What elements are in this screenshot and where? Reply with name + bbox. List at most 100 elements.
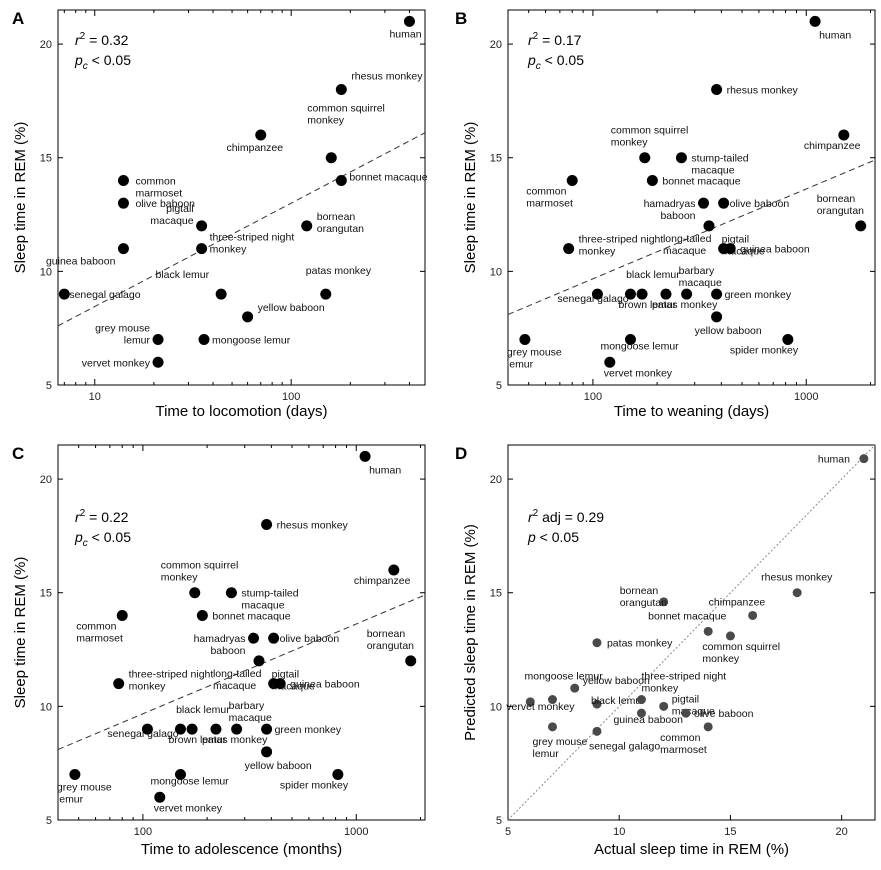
point-label-bornean-orangutan: bornean orangutan bbox=[620, 585, 667, 609]
plot-frame bbox=[57, 9, 426, 386]
regression-line bbox=[57, 594, 426, 751]
data-point-spider-monkey bbox=[332, 769, 344, 781]
x-axis-label: Actual sleep time in REM (%) bbox=[594, 841, 789, 858]
point-label-guinea-baboon: guinea baboon bbox=[613, 714, 683, 726]
point-label-bornean-orangutan: bornean orangutan bbox=[317, 211, 364, 235]
data-point-black-lemur bbox=[636, 288, 648, 300]
stat-line: pc < 0.05 bbox=[74, 529, 131, 549]
point-label-vervet-monkey: vervet monkey bbox=[506, 701, 575, 713]
y-tick-label: 20 bbox=[490, 474, 502, 486]
x-tick-label: 5 bbox=[505, 826, 511, 838]
data-point-mongoose-lemur bbox=[624, 334, 636, 346]
point-label-rhesus-monkey: rhesus monkey bbox=[761, 572, 833, 584]
point-label-human: human bbox=[819, 29, 851, 41]
data-point-guinea-baboon bbox=[636, 708, 646, 718]
y-tick-label: 10 bbox=[40, 266, 52, 278]
data-point-rhesus-monkey bbox=[261, 519, 273, 531]
x-tick-label: 15 bbox=[724, 826, 736, 838]
point-label-human: human bbox=[818, 454, 850, 466]
data-point-barbary-macaque bbox=[681, 288, 693, 300]
point-label-green-monkey: green monkey bbox=[725, 289, 792, 301]
y-axis-label: Sleep time in REM (%) bbox=[12, 557, 29, 709]
data-point-yellow-baboon bbox=[261, 746, 273, 758]
data-point-olive-baboon bbox=[268, 632, 280, 644]
data-point-green-monkey bbox=[261, 723, 273, 735]
y-tick-label: 5 bbox=[46, 380, 52, 392]
point-label-mongoose-lemur: mongoose lemur bbox=[600, 341, 679, 353]
point-label-guinea-baboon: guinea baboon bbox=[290, 679, 360, 691]
x-axis-label: Time to adolescence (months) bbox=[141, 841, 342, 858]
data-point-patas-monkey bbox=[210, 723, 222, 735]
point-label-rhesus-monkey: rhesus monkey bbox=[727, 85, 799, 97]
x-tick-label: 10 bbox=[613, 826, 625, 838]
data-point-brown-lemur bbox=[174, 723, 186, 735]
data-point-mongoose-lemur bbox=[174, 769, 186, 781]
point-label-grey-mouse-lemur: grey mouse lemur bbox=[532, 736, 587, 760]
data-point-hamadryas-baboon bbox=[698, 197, 710, 209]
point-label-black-lemur: black lemur bbox=[176, 704, 230, 716]
x-tick-label: 10 bbox=[89, 391, 101, 403]
data-point-senegal-galago bbox=[592, 726, 602, 736]
data-point-long-tailed-macaque bbox=[253, 655, 265, 667]
data-point-long-tailed-macaque bbox=[703, 220, 715, 232]
data-point-olive-baboon bbox=[117, 197, 129, 209]
point-label-barbary-macaque: barbary macaque bbox=[679, 265, 722, 289]
x-axis-label: Time to weaning (days) bbox=[614, 403, 769, 420]
point-label-grey-mouse-lemur: grey mouse lemur bbox=[507, 347, 562, 371]
data-point-common-marmoset bbox=[116, 609, 128, 621]
data-point-common-marmoset bbox=[566, 174, 578, 186]
point-label-chimpanzee: chimpanzee bbox=[354, 575, 411, 587]
data-point-chimpanzee bbox=[255, 129, 267, 141]
point-label-spider-monkey: spider monkey bbox=[280, 780, 349, 792]
data-point-grey-mouse-lemur bbox=[69, 769, 81, 781]
point-label-chimpanzee: chimpanzee bbox=[226, 142, 283, 154]
point-label-common-marmoset: common marmoset bbox=[76, 620, 123, 644]
y-tick-label: 5 bbox=[496, 380, 502, 392]
data-point-human bbox=[859, 454, 869, 464]
regression-line bbox=[507, 159, 876, 316]
point-label-vervet-monkey: vervet monkey bbox=[604, 367, 673, 379]
data-point-vervet-monkey bbox=[525, 697, 535, 707]
y-tick-label: 20 bbox=[40, 39, 52, 51]
data-point-three-striped-night-monkey bbox=[563, 243, 575, 255]
data-point-bornean-orangutan bbox=[855, 220, 867, 232]
data-point-black-lemur bbox=[592, 699, 602, 709]
data-point-senegal-galago bbox=[141, 723, 153, 735]
point-label-olive-baboon: olive baboon bbox=[694, 708, 754, 720]
data-point-olive-baboon bbox=[718, 197, 730, 209]
point-label-barbary-macaque: barbary macaque bbox=[229, 700, 272, 724]
x-tick-label: 100 bbox=[584, 391, 602, 403]
point-label-spider-monkey: spider monkey bbox=[730, 345, 799, 357]
data-point-yellow-baboon bbox=[570, 683, 580, 693]
data-point-patas-monkey bbox=[592, 638, 602, 648]
panel-b: B 5 10 15 20 100 1000 Time to weaning (days) Sle… bbox=[455, 9, 876, 420]
x-tick-label: 100 bbox=[134, 826, 152, 838]
data-point-vervet-monkey bbox=[604, 356, 616, 368]
point-label-mongoose-lemur: mongoose lemur bbox=[212, 335, 291, 347]
point-label-three-striped-night-monkey: three-striped night monkey bbox=[129, 669, 214, 693]
data-point-senegal-galago bbox=[58, 288, 70, 300]
point-label-common-marmoset: common marmoset bbox=[660, 732, 707, 756]
data-point-chimpanzee bbox=[838, 129, 850, 141]
stat-line: r2 = 0.17 bbox=[528, 31, 582, 48]
y-tick-label: 20 bbox=[40, 474, 52, 486]
data-point-rhesus-monkey bbox=[711, 84, 723, 96]
point-label-yellow-baboon: yellow baboon bbox=[245, 760, 312, 772]
point-label-yellow-baboon: yellow baboon bbox=[695, 325, 762, 337]
stat-line: r2 = 0.22 bbox=[75, 508, 129, 525]
point-label-black-lemur: black lemur bbox=[626, 269, 680, 281]
data-point-yellow-baboon bbox=[242, 311, 254, 323]
point-label-three-striped-night-monkey: three-striped night monkey bbox=[641, 671, 726, 695]
x-tick-label: 1000 bbox=[344, 826, 368, 838]
point-label-chimpanzee: chimpanzee bbox=[709, 596, 766, 608]
point-label-olive-baboon: olive baboon bbox=[280, 633, 340, 645]
panel-letter: C bbox=[12, 444, 24, 463]
plot-frame bbox=[507, 9, 876, 386]
data-point-bonnet-macaque bbox=[703, 626, 713, 636]
data-point-green-monkey bbox=[711, 288, 723, 300]
point-label-three-striped-night-monkey: three-striped night monkey bbox=[210, 232, 295, 256]
stat-line: p < 0.05 bbox=[527, 529, 579, 545]
data-point-guinea-baboon bbox=[274, 678, 286, 690]
point-label-patas-monkey: patas monkey bbox=[306, 265, 372, 277]
